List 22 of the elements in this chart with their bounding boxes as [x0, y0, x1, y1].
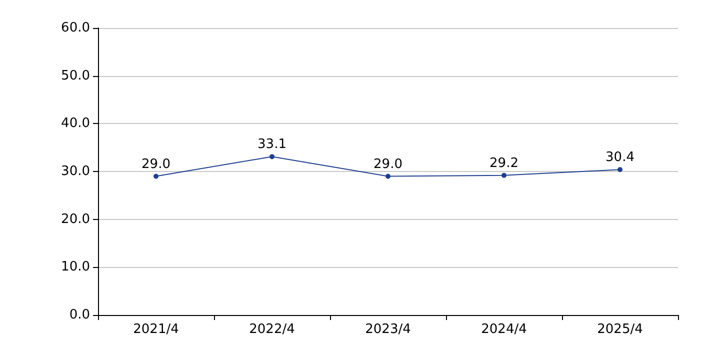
data-label: 29.0: [374, 156, 402, 172]
y-tick-label: 20.0: [61, 212, 90, 227]
x-tick-label: 2025/4: [597, 322, 643, 337]
point: [270, 154, 274, 160]
y-tick-label: 50.0: [61, 68, 90, 84]
point: [154, 174, 158, 179]
x-tick-label: 2021/4: [133, 322, 179, 337]
point: [386, 174, 390, 179]
x-tick-label: 2024/4: [481, 322, 527, 337]
point: [618, 167, 622, 172]
y-tick-label: 40.0: [61, 116, 90, 132]
y-tick-label: 60.0: [61, 20, 90, 36]
data-label: 29.0: [142, 156, 170, 172]
data-label: 33.1: [258, 137, 286, 152]
y-tick-label: 0.0: [69, 308, 90, 322]
x-tick-label: 2022/4: [249, 322, 295, 337]
y-tick-label: 10.0: [61, 260, 90, 275]
data-label: 30.4: [606, 150, 634, 166]
y-tick-label: 30.0: [61, 164, 90, 179]
x-tick-label: 2023/4: [365, 322, 411, 337]
data-label: 29.2: [490, 156, 518, 171]
point: [502, 172, 506, 178]
